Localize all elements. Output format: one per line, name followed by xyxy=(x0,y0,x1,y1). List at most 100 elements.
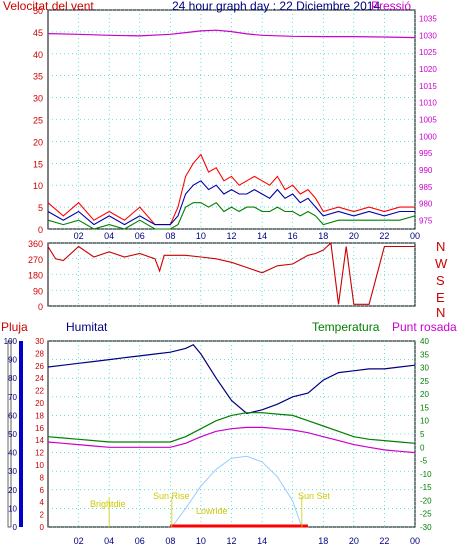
dewpoint-label: Punt rosada xyxy=(392,320,457,334)
temp-y-tick--15: -15 xyxy=(420,483,432,492)
brightdie-label: Brightdie xyxy=(90,499,126,509)
rain-y-tick-16: 16 xyxy=(35,424,44,433)
humidity-y-tick-30: 30 xyxy=(8,467,17,476)
wind-x-tick-00: 00 xyxy=(410,231,420,241)
temp-x-tick-14: 14 xyxy=(257,536,267,546)
temp-y-tick--25: -25 xyxy=(420,510,432,519)
series-direction xyxy=(47,241,415,305)
temperature-label: Temperatura xyxy=(312,320,380,334)
series-humidity xyxy=(47,343,416,415)
humidity-axis-bar xyxy=(19,341,23,527)
rain-y-tick-8: 8 xyxy=(40,473,45,482)
sun-set-label: Sun Set xyxy=(298,491,331,501)
pressure-y-tick-1005: 1005 xyxy=(419,116,437,125)
series-pressure xyxy=(47,29,416,39)
wind-y-tick-25: 25 xyxy=(33,116,43,126)
rain-y-tick-26: 26 xyxy=(35,362,44,371)
wind-x-tick-08: 08 xyxy=(165,231,175,241)
wind-x-tick-02: 02 xyxy=(74,231,84,241)
temp-x-tick-00: 00 xyxy=(410,536,420,546)
lowride-label: Lowride xyxy=(196,506,228,516)
humidity-y-tick-0: 0 xyxy=(13,523,18,532)
pressure-y-tick-995: 995 xyxy=(419,149,433,158)
pressure-y-tick-1010: 1010 xyxy=(419,99,437,108)
wind-y-tick-45: 45 xyxy=(33,28,43,38)
wind-y-tick-30: 30 xyxy=(33,94,43,104)
wind-y-tick-35: 35 xyxy=(33,72,43,82)
direction-y-tick-0: 0 xyxy=(38,302,43,312)
wind-speed-label: Velocitat del vent xyxy=(3,0,94,13)
temp-x-tick-06: 06 xyxy=(135,536,145,546)
rain-y-tick-14: 14 xyxy=(35,436,44,445)
series-temperature xyxy=(47,412,416,444)
wind-x-tick-14: 14 xyxy=(257,231,267,241)
humidity-y-tick-40: 40 xyxy=(8,449,17,458)
series-solar xyxy=(171,455,303,528)
wind-y-tick-10: 10 xyxy=(33,181,43,191)
rain-y-tick-30: 30 xyxy=(35,337,44,346)
pressure-y-tick-985: 985 xyxy=(419,183,433,192)
pressure-y-tick-1025: 1025 xyxy=(419,48,437,57)
rain-y-tick-2: 2 xyxy=(40,511,45,520)
temp-x-tick-12: 12 xyxy=(226,536,236,546)
chart-title: 24 hour graph day : 22 Diciembre 2014 xyxy=(172,0,381,13)
temp-y-tick--30: -30 xyxy=(420,523,432,532)
rain-y-tick-6: 6 xyxy=(40,486,45,495)
temp-x-tick-20: 20 xyxy=(349,536,359,546)
wind-x-tick-06: 06 xyxy=(135,231,145,241)
temp-y-tick-40: 40 xyxy=(420,337,429,346)
humidity-y-tick-60: 60 xyxy=(8,411,17,420)
temp-y-tick--10: -10 xyxy=(420,470,432,479)
wind-y-tick-40: 40 xyxy=(33,50,43,60)
wind-x-tick-16: 16 xyxy=(288,231,298,241)
humidity-y-tick-80: 80 xyxy=(8,374,17,383)
series-wind_low xyxy=(47,201,416,230)
temp-y-tick--20: -20 xyxy=(420,496,432,505)
pressure-y-tick-975: 975 xyxy=(419,217,433,226)
humidity-y-tick-10: 10 xyxy=(8,504,17,513)
temp-x-tick-08: 08 xyxy=(165,536,175,546)
temp-y-tick-20: 20 xyxy=(420,390,429,399)
compass-w: W xyxy=(435,256,448,271)
rain-y-tick-24: 24 xyxy=(35,374,44,383)
wind-x-tick-12: 12 xyxy=(226,231,236,241)
direction-y-tick-90: 90 xyxy=(33,286,43,296)
humidity-y-tick-20: 20 xyxy=(8,486,17,495)
wind-y-tick-5: 5 xyxy=(38,203,43,213)
pressure-y-tick-980: 980 xyxy=(419,200,433,209)
temp-y-tick-0: 0 xyxy=(420,443,425,452)
temp-x-tick-22: 22 xyxy=(379,536,389,546)
temp-y-tick--5: -5 xyxy=(420,457,428,466)
wind-y-tick-15: 15 xyxy=(33,159,43,169)
temp-x-tick-04: 04 xyxy=(104,536,114,546)
direction-y-tick-270: 270 xyxy=(28,255,43,265)
rain-y-tick-0: 0 xyxy=(40,523,45,532)
wind-x-tick-20: 20 xyxy=(349,231,359,241)
wind-y-tick-0: 0 xyxy=(38,225,43,235)
humidity-y-tick-50: 50 xyxy=(8,430,17,439)
pressure-y-tick-1015: 1015 xyxy=(419,82,437,91)
temp-x-tick-02: 02 xyxy=(74,536,84,546)
temp-x-tick-18: 18 xyxy=(318,536,328,546)
temp-y-tick-15: 15 xyxy=(420,403,429,412)
humidity-y-tick-70: 70 xyxy=(8,393,17,402)
rain-gauge-frame xyxy=(7,340,12,528)
wind-x-tick-22: 22 xyxy=(379,231,389,241)
pressure-label: Pressió xyxy=(371,0,412,13)
series-wind_avg xyxy=(47,180,415,226)
compass-e: E xyxy=(436,290,445,305)
pressure-y-tick-1030: 1030 xyxy=(419,31,437,40)
temp-y-tick-30: 30 xyxy=(420,364,429,373)
series-wind_gust xyxy=(47,153,415,226)
rain-y-tick-28: 28 xyxy=(35,349,44,358)
pressure-y-tick-1020: 1020 xyxy=(419,65,437,74)
rain-y-tick-20: 20 xyxy=(35,399,44,408)
direction-panel-frame xyxy=(47,242,416,307)
rain-y-tick-12: 12 xyxy=(35,449,44,458)
humidity-label: Humitat xyxy=(66,320,108,334)
pressure-y-tick-990: 990 xyxy=(419,166,433,175)
compass-n-bottom: N xyxy=(436,305,446,320)
wind-x-tick-18: 18 xyxy=(318,231,328,241)
